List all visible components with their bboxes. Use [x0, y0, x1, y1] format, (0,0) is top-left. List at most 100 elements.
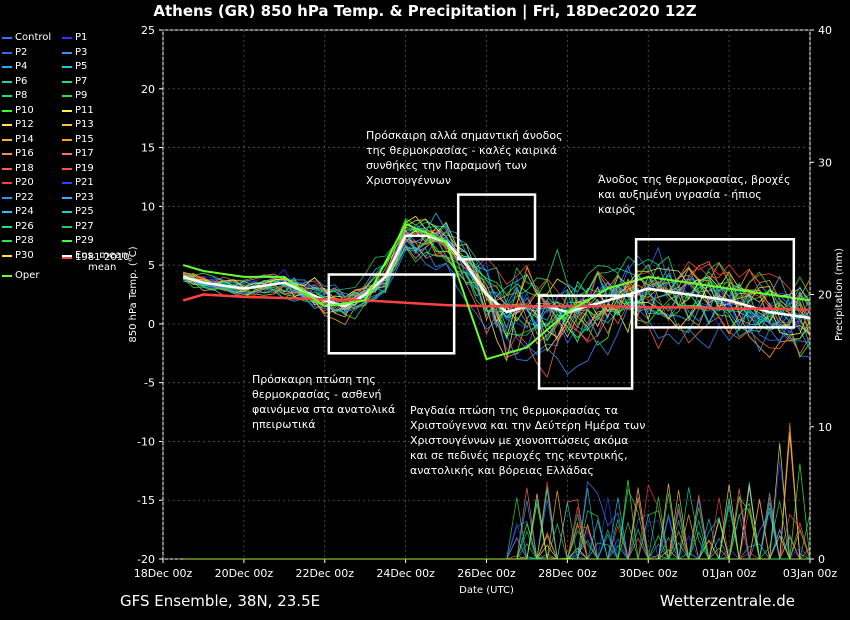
highlight-box-temp-drop: [327, 273, 456, 355]
legend-label: P27: [75, 220, 94, 232]
x-tick-label: 24Dec 00z: [376, 567, 435, 580]
highlight-box-christmas-cold: [537, 294, 634, 390]
legend-item: P14: [2, 133, 34, 147]
legend-swatch: [2, 138, 12, 141]
chart-title: Athens (GR) 850 hPa Temp. & Precipitatio…: [153, 2, 697, 20]
legend-item: P15: [62, 134, 94, 147]
legend-item: P23: [62, 191, 94, 205]
legend-item: Control: [2, 33, 51, 45]
legend-label: P9: [75, 90, 88, 101]
legend-swatch: [2, 109, 12, 112]
legend-label: P13: [75, 119, 94, 130]
legend-label: P12: [15, 119, 34, 130]
legend-label: P7: [75, 75, 88, 87]
legend-swatch: [62, 211, 72, 213]
ensemble-member-line: [183, 221, 811, 342]
legend-swatch: [62, 167, 72, 170]
legend-label: P30: [15, 249, 34, 261]
legend-swatch: [62, 225, 72, 228]
ensemble-member-line: [183, 222, 811, 316]
legend-swatch: [2, 51, 12, 54]
legend-label: P23: [75, 191, 94, 203]
legend-swatch: [2, 254, 12, 257]
ensemble-precip-line: [183, 483, 810, 560]
legend-item: P22: [2, 191, 34, 205]
x-tick-label: 18Dec 00z: [134, 567, 193, 580]
legend-item: Oper: [2, 269, 40, 283]
legend-item: P1: [62, 33, 87, 45]
y-tick-label: 20: [141, 83, 155, 96]
legend-label: P28: [15, 235, 34, 246]
y-tick-label: -10: [137, 435, 155, 448]
legend-swatch: [62, 51, 72, 54]
legend-item: P13: [62, 120, 94, 132]
highlight-box-christmas-eve: [456, 193, 537, 261]
y-tick-label: 5: [148, 259, 155, 272]
legend-swatch: [2, 80, 12, 83]
x-tick-label: 01Jan 00z: [702, 567, 756, 580]
x-axis-label: Date (UTC): [459, 585, 514, 596]
legend-label: P22: [15, 191, 34, 203]
oper-line: [182, 222, 811, 361]
legend-label: P25: [75, 206, 94, 217]
legend-label: P4: [15, 61, 28, 72]
annotation-christmas-eve: Πρόσκαιρη αλλά σημαντική άνοδος της θερμο…: [366, 129, 563, 187]
legend-swatch: [62, 182, 72, 184]
legend-swatch: [2, 196, 12, 199]
ens-mean-line: [182, 234, 811, 320]
y2-tick-label: 40: [818, 24, 832, 37]
y-tick-label: 0: [148, 318, 155, 331]
legend-swatch: [2, 37, 12, 39]
legend-item: P24: [2, 207, 34, 219]
y2-tick-label: 30: [818, 156, 832, 169]
legend-swatch: [62, 138, 72, 141]
highlight-box-new-year: [634, 237, 796, 329]
legend-item: P16: [2, 149, 34, 161]
legend-label: P1: [75, 32, 88, 43]
legend-swatch: [2, 95, 12, 97]
legend-label: P14: [15, 133, 34, 145]
legend-item: P29: [62, 236, 94, 248]
legend-item: P10: [2, 105, 34, 118]
legend-item: P5: [62, 62, 87, 74]
legend-label: Control: [15, 32, 52, 43]
annotation-christmas-snow: Ραγδαία πτώση της θερμοκρασίας τα Χριστού…: [410, 404, 646, 477]
legend-swatch: [62, 66, 72, 68]
y-tick-label: 10: [141, 200, 155, 213]
legend-label: P8: [15, 90, 28, 101]
legend-item: P4: [2, 62, 27, 74]
legend-label: P5: [75, 61, 88, 72]
annotation-temp-drop-east: Πρόσκαιρη πτώση της θερμοκρασίας - ασθενή…: [252, 373, 396, 431]
legend-label: P24: [15, 206, 34, 217]
y-tick-label: -5: [144, 377, 155, 390]
y2-tick-label: 0: [818, 553, 825, 566]
x-tick-label: 26Dec 00z: [457, 567, 516, 580]
footer-model: GFS Ensemble, 38N, 23.5E: [120, 592, 321, 610]
y2-tick-label: 20: [818, 289, 832, 302]
x-tick-label: 30Dec 00z: [619, 567, 678, 580]
legend-swatch: [62, 95, 72, 97]
legend-swatch: [62, 153, 72, 155]
y2-axis-label: Precipitation (mm): [834, 248, 845, 341]
y-tick-label: 15: [141, 142, 155, 155]
legend-label: P11: [75, 104, 94, 116]
legend-label: Ens. mean: [75, 249, 128, 261]
legend-label: P21: [75, 177, 94, 188]
legend-swatch: [62, 257, 72, 260]
legend-label: Oper: [15, 269, 40, 281]
climate-mean-line: [182, 293, 811, 312]
legend-label: P3: [75, 46, 88, 58]
legend-label: P19: [75, 162, 94, 174]
legend-swatch: [62, 109, 72, 112]
legend-item: P26: [2, 220, 34, 234]
legend-label: P26: [15, 220, 34, 232]
x-tick-label: 22Dec 00z: [295, 567, 354, 580]
ensemble-member-line: [183, 230, 811, 330]
ensemble-member-line: [183, 238, 811, 346]
legend-swatch: [62, 124, 72, 126]
legend-swatch: [2, 211, 12, 213]
legend-swatch: [2, 153, 12, 155]
legend-label: P6: [15, 75, 28, 87]
legend-swatch: [2, 274, 12, 277]
